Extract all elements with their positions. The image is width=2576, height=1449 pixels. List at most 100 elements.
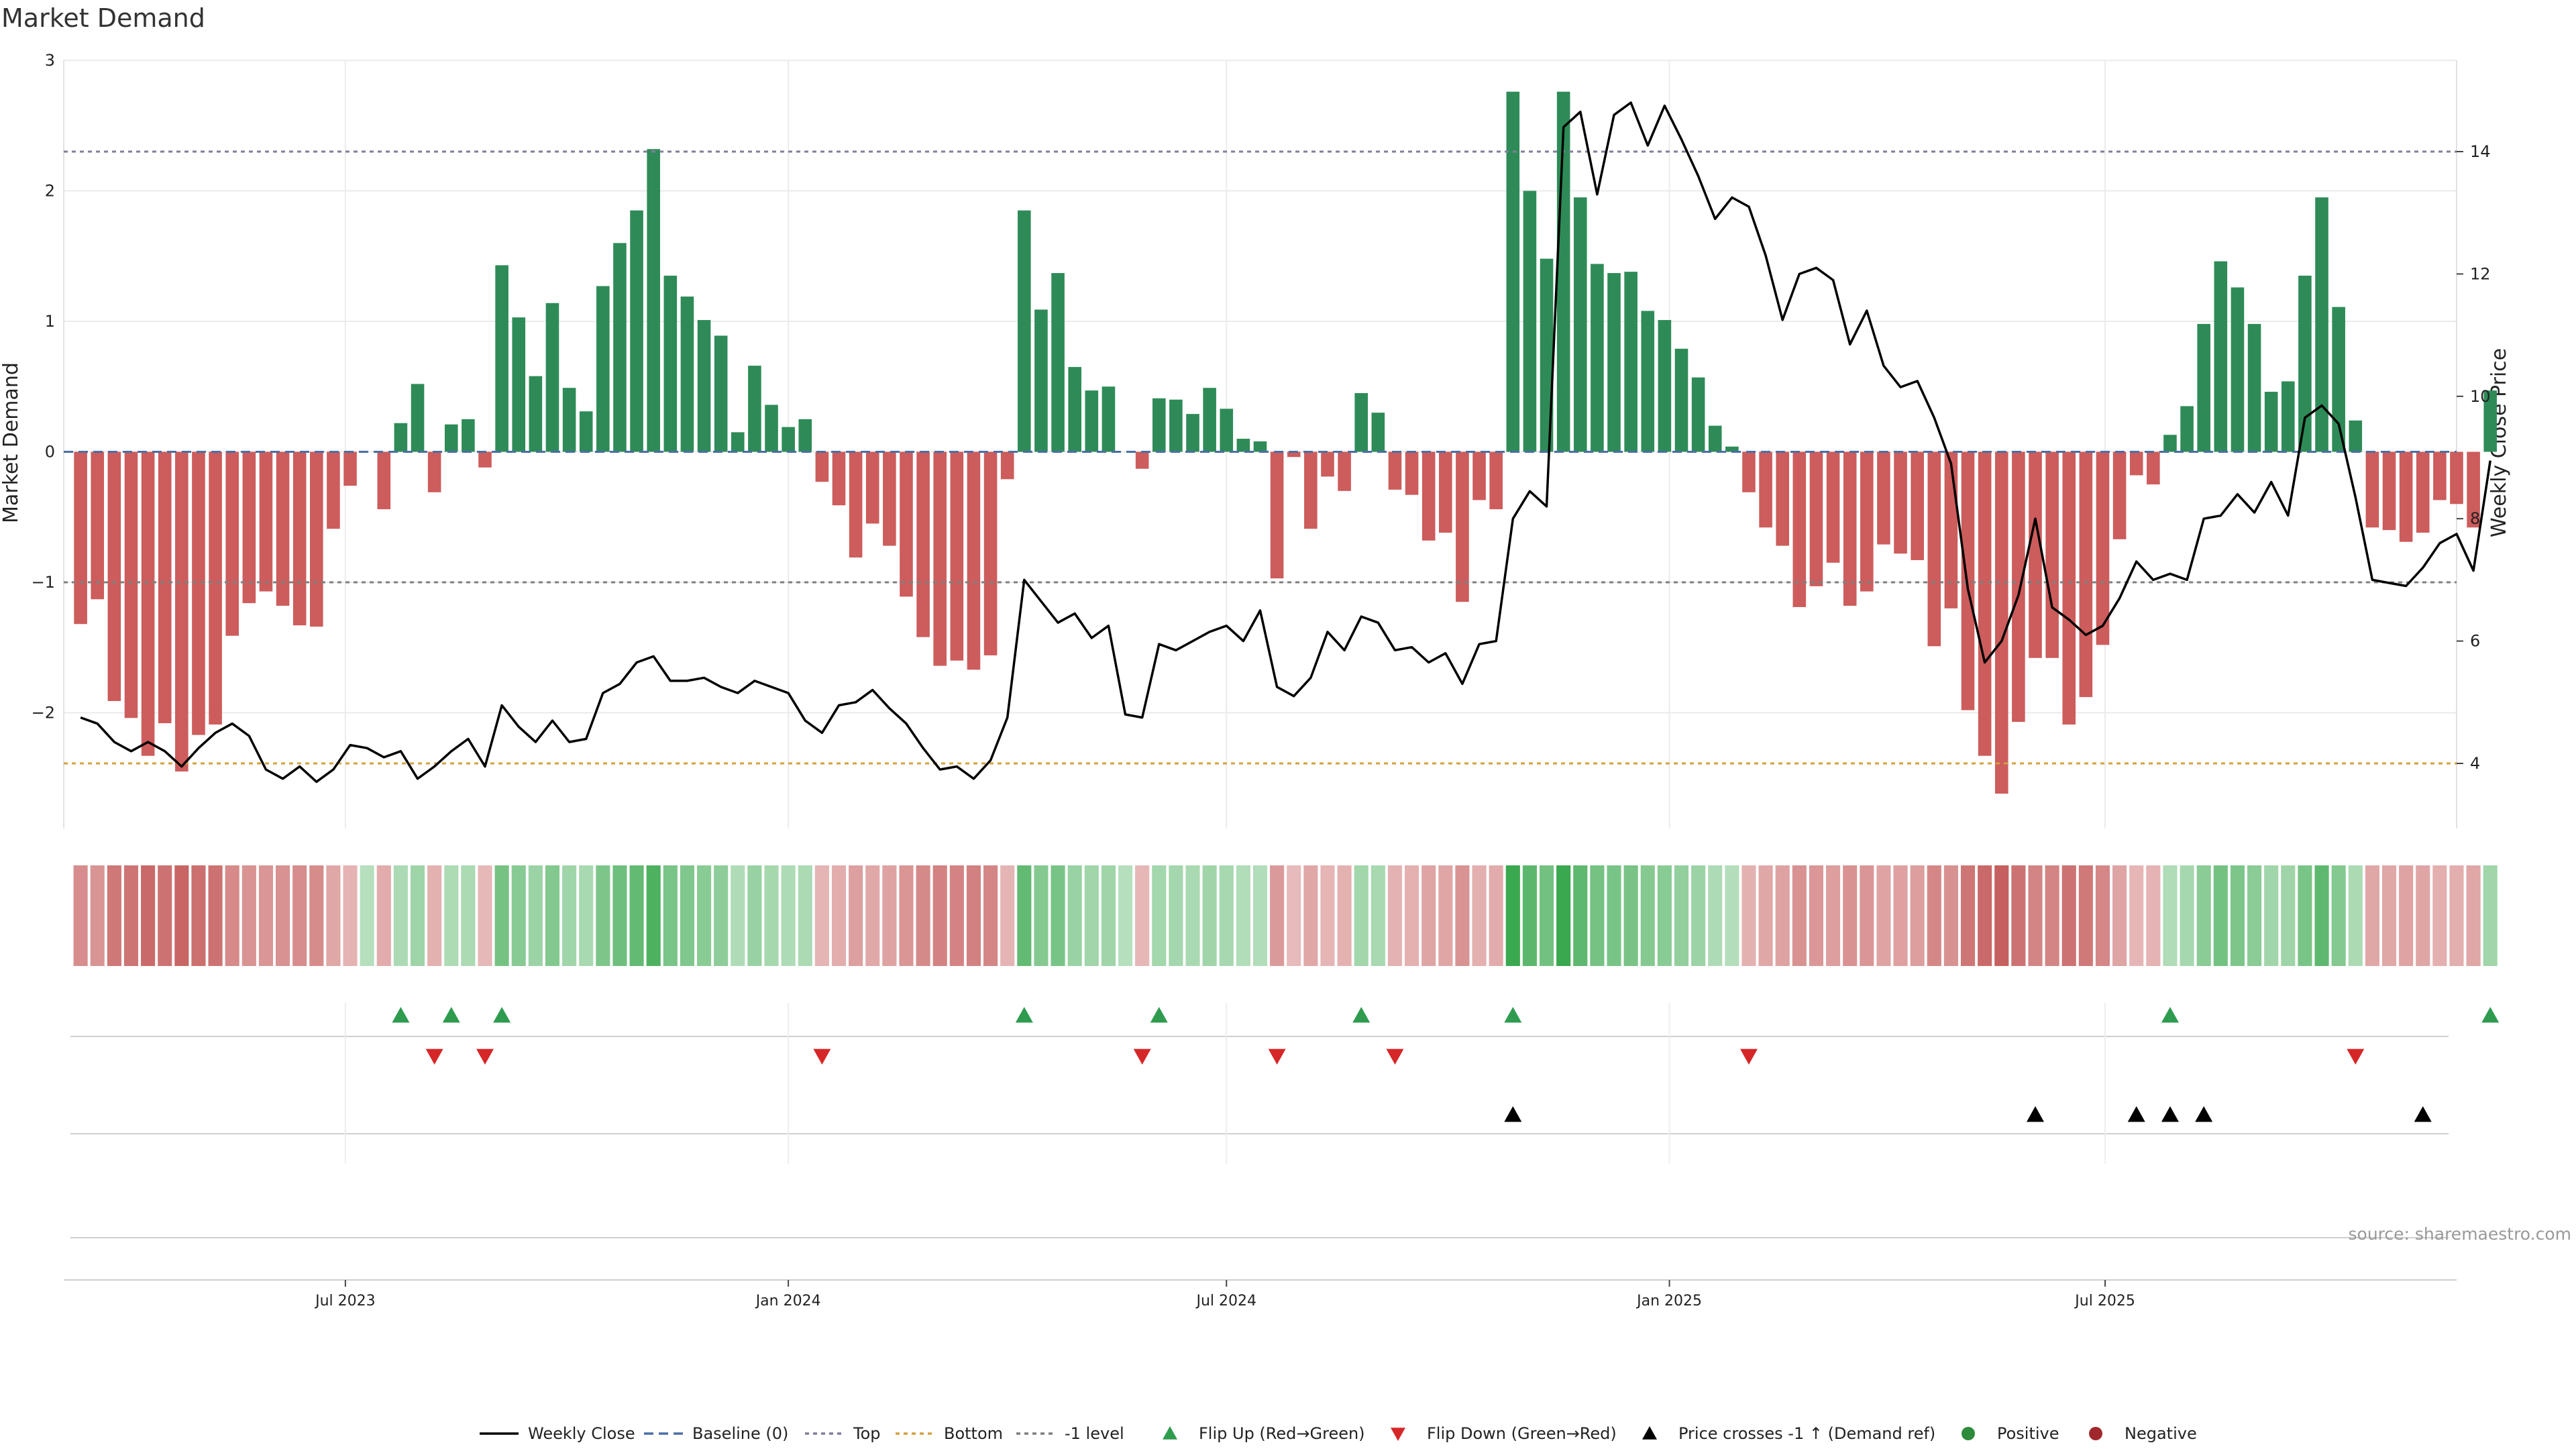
heat-cell — [2298, 865, 2312, 966]
demand-bar — [2264, 392, 2278, 452]
heat-cell — [949, 865, 964, 966]
price-cross-marker — [2127, 1106, 2145, 1122]
legend-swatch-positive — [1962, 1427, 1975, 1440]
legend-label-baseline: Baseline (0) — [692, 1424, 788, 1443]
demand-bar — [192, 451, 205, 735]
demand-bar — [1371, 413, 1385, 452]
heat-cell — [663, 865, 678, 966]
heat-cell — [1034, 865, 1049, 966]
demand-bar — [1860, 451, 1874, 592]
heat-cell — [2466, 865, 2481, 966]
heat-cell — [2180, 865, 2194, 966]
demand-bar — [1051, 273, 1065, 452]
demand-bar — [1607, 273, 1621, 452]
heat-cell — [1775, 865, 1790, 966]
flip-up-marker — [1504, 1007, 1522, 1023]
demand-bar — [462, 419, 475, 452]
demand-bar — [377, 451, 391, 510]
demand-bar — [2247, 323, 2261, 452]
heat-cell — [1438, 865, 1453, 966]
heat-cell — [1202, 865, 1217, 966]
demand-bar — [209, 451, 222, 725]
heat-cell — [343, 865, 358, 966]
demand-bar — [1220, 409, 1234, 452]
demand-bar — [1152, 398, 1166, 452]
demand-bar — [2214, 261, 2228, 452]
price-cross-marker — [1504, 1106, 1522, 1122]
heat-cell — [1843, 865, 1858, 966]
legend-label-minus1: -1 level — [1065, 1424, 1124, 1443]
heat-cell — [2483, 865, 2498, 966]
demand-bar — [1911, 451, 1924, 560]
heat-cell — [579, 865, 594, 966]
heat-cell — [545, 865, 560, 966]
flip-up-marker — [1352, 1007, 1371, 1023]
demand-bar — [562, 388, 576, 452]
heat-cell — [427, 865, 442, 966]
heat-cell — [983, 865, 998, 966]
demand-bar — [91, 451, 105, 600]
price-cross-marker — [2414, 1106, 2432, 1122]
flip-down-marker — [1739, 1049, 1758, 1065]
demand-bar — [1203, 388, 1216, 452]
heat-cell — [1876, 865, 1891, 966]
heat-cell — [1505, 865, 1520, 966]
demand-bar — [1573, 197, 1587, 452]
y2-tick-label: 8 — [2470, 509, 2480, 528]
demand-bar — [2416, 451, 2430, 533]
heat-cell — [1185, 865, 1200, 966]
heat-cell — [478, 865, 492, 966]
heat-cell — [1623, 865, 1638, 966]
heat-cell — [2095, 865, 2110, 966]
demand-bar — [900, 451, 913, 597]
price-cross-marker — [2195, 1106, 2213, 1122]
demand-bar — [1489, 451, 1503, 510]
demand-bar — [2012, 451, 2025, 722]
heat-cell — [292, 865, 307, 966]
heat-cell — [2028, 865, 2043, 966]
demand-bar — [545, 303, 559, 452]
x-tick-label: Jan 2024 — [755, 1293, 821, 1309]
heat-cell — [1691, 865, 1706, 966]
demand-bar — [1018, 210, 1031, 452]
heat-cell — [849, 865, 863, 966]
heat-cell — [1792, 865, 1807, 966]
demand-bar — [1944, 451, 1958, 608]
demand-bar — [2382, 451, 2396, 531]
heat-cell — [1607, 865, 1621, 966]
heat-cell — [1354, 865, 1368, 966]
heat-cell — [2230, 865, 2245, 966]
heat-cell — [1236, 865, 1250, 966]
demand-bar — [1894, 451, 1907, 554]
demand-bar — [2433, 451, 2447, 500]
heat-cell — [680, 865, 694, 966]
heat-cell — [2045, 865, 2059, 966]
heat-cell — [2331, 865, 2346, 966]
demand-bar — [1540, 258, 1554, 452]
demand-bar — [782, 427, 795, 452]
heat-cell — [2011, 865, 2026, 966]
heat-cell — [831, 865, 847, 966]
demand-bar — [933, 451, 947, 666]
heat-cell — [1101, 865, 1116, 966]
demand-bar — [2147, 451, 2160, 485]
demand-bar — [2315, 197, 2328, 452]
source-note: source: sharemaestro.com — [2349, 1224, 2572, 1244]
event-markers — [64, 1003, 2500, 1281]
demand-bar — [1658, 320, 1672, 452]
x-tick-label: Jan 2025 — [1635, 1293, 1702, 1309]
demand-bar — [1456, 451, 1469, 602]
heat-cell — [1657, 865, 1672, 966]
demand-bar — [394, 423, 408, 452]
demand-bar — [1776, 451, 1790, 546]
heat-cell — [1000, 865, 1015, 966]
demand-bar — [107, 451, 121, 701]
demand-bar — [478, 451, 492, 468]
heat-cell — [646, 865, 661, 966]
heat-cell — [1590, 865, 1605, 966]
flip-down-marker — [813, 1049, 831, 1065]
heat-cell — [1017, 865, 1032, 966]
demand-bar — [175, 451, 189, 772]
demand-bar — [916, 451, 930, 637]
